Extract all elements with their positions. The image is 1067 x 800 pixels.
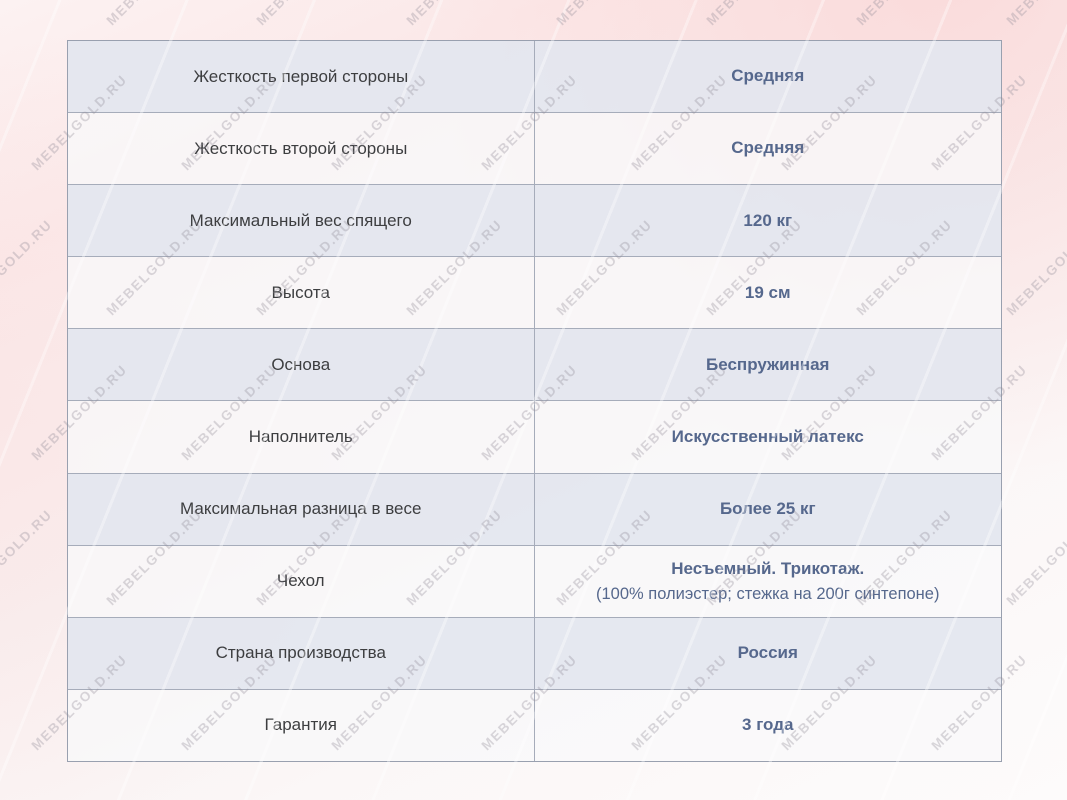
table-row: Основа Беспружинная xyxy=(68,328,1002,401)
spec-value: 120 кг xyxy=(535,185,1002,256)
spec-table: Жесткость первой стороны Средняя Жесткос… xyxy=(67,40,1002,762)
spec-value-note: (100% полиэстер; стежка на 200г синтепон… xyxy=(596,585,940,603)
spec-value-text: Беспружинная xyxy=(706,354,830,374)
spec-value: Искусственный латекс xyxy=(535,401,1002,472)
table-row: Максимальный вес спящего 120 кг xyxy=(68,184,1002,257)
spec-label: Жесткость первой стороны xyxy=(68,41,535,113)
table-row: Жесткость второй стороны Средняя xyxy=(68,112,1002,185)
spec-value-text: Россия xyxy=(737,643,798,663)
watermark: MEBELGOLD.RU xyxy=(254,0,356,28)
spec-label: Максимальный вес спящего xyxy=(68,185,535,257)
table-row: Высота 19 см xyxy=(68,256,1002,329)
spec-label: Гарантия xyxy=(68,689,535,761)
spec-value: Несъемный. Трикотаж. (100% полиэстер; ст… xyxy=(535,546,1002,617)
spec-label: Чехол xyxy=(68,545,535,617)
watermark: MEBELGOLD.RU xyxy=(0,216,56,319)
spec-value-text: Искусственный латекс xyxy=(671,426,864,446)
spec-value: Россия xyxy=(535,618,1002,689)
spec-value-text: Средняя xyxy=(731,66,805,86)
spec-value: 3 года xyxy=(535,690,1002,761)
watermark: MEBELGOLD.RU xyxy=(1004,0,1067,28)
spec-value-text: Средняя xyxy=(731,138,805,158)
spec-value: Беспружинная xyxy=(535,329,1002,400)
spec-label: Жесткость второй стороны xyxy=(68,113,535,185)
watermark: MEBELGOLD.RU xyxy=(854,0,956,28)
watermark: MEBELGOLD.RU xyxy=(104,0,206,28)
spec-value: Более 25 кг xyxy=(535,474,1002,545)
spec-label: Основа xyxy=(68,329,535,401)
spec-value: Средняя xyxy=(535,41,1002,112)
spec-label: Максимальная разница в весе xyxy=(68,473,535,545)
table-row: Гарантия 3 года xyxy=(68,688,1002,761)
spec-value-text: Несъемный. Трикотаж. xyxy=(671,558,865,578)
watermark: MEBELGOLD.RU xyxy=(554,0,656,28)
spec-value: 19 см xyxy=(535,257,1002,328)
spec-value-text: 3 года xyxy=(742,715,794,735)
watermark: MEBELGOLD.RU xyxy=(0,0,55,28)
table-row: Страна производства Россия xyxy=(68,616,1002,689)
table-row: Наполнитель Искусственный латекс xyxy=(68,400,1002,473)
spec-value-text: 19 см xyxy=(744,282,791,302)
spec-label: Страна производства xyxy=(68,617,535,689)
table-row: Чехол Несъемный. Трикотаж. (100% полиэст… xyxy=(68,544,1002,617)
watermark: MEBELGOLD.RU xyxy=(704,0,806,28)
watermark: MEBELGOLD.RU xyxy=(404,0,506,28)
watermark: MEBELGOLD.RU xyxy=(1003,506,1067,609)
spec-label: Наполнитель xyxy=(68,401,535,473)
watermark: MEBELGOLD.RU xyxy=(0,506,56,609)
spec-value-text: 120 кг xyxy=(743,210,793,230)
watermark: MEBELGOLD.RU xyxy=(1003,216,1067,319)
table-row: Жесткость первой стороны Средняя xyxy=(68,41,1002,113)
table-row: Максимальная разница в весе Более 25 кг xyxy=(68,472,1002,545)
spec-label: Высота xyxy=(68,257,535,329)
spec-value-text: Более 25 кг xyxy=(719,498,816,518)
spec-value: Средняя xyxy=(535,113,1002,184)
